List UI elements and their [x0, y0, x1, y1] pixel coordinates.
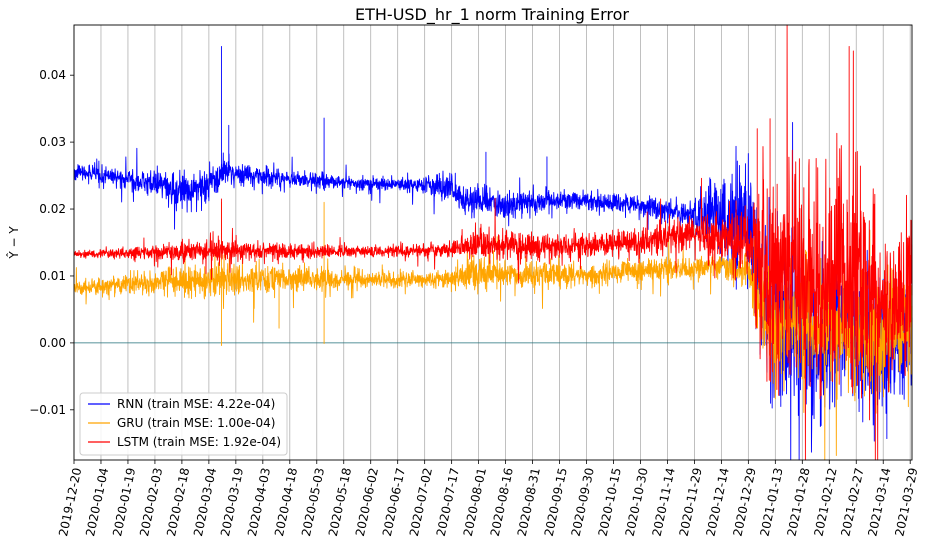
y-tick-label: 0.03	[39, 135, 66, 149]
x-tick-label: 2021-01-13	[757, 466, 785, 537]
y-tick-label: −0.01	[29, 403, 66, 417]
x-tick-label: 2020-01-19	[110, 466, 138, 537]
plot-area	[73, 24, 913, 461]
x-tick-label: 2021-03-29	[892, 466, 920, 537]
x-tick-label: 2020-03-04	[191, 466, 219, 537]
y-tick-label: 0.00	[39, 336, 66, 350]
x-tick-label: 2020-01-04	[83, 466, 111, 537]
chart-title: ETH-USD_hr_1 norm Training Error	[355, 5, 629, 25]
x-tick-label: 2021-02-12	[811, 466, 839, 537]
x-tick-label: 2020-08-01	[461, 466, 489, 537]
x-tick-label: 2020-07-02	[407, 466, 435, 537]
x-tick-label: 2020-12-14	[704, 466, 732, 537]
x-tick-label: 2020-10-30	[623, 466, 651, 537]
y-tick-label: 0.04	[39, 68, 66, 82]
x-tick-label: 2020-02-18	[164, 466, 192, 537]
y-axis-label: Ŷ − Y	[6, 226, 21, 260]
x-tick-label: 2020-06-17	[380, 466, 408, 537]
x-tick-label: 2020-08-16	[488, 466, 516, 537]
x-tick-label: 2020-09-15	[542, 466, 570, 537]
y-tick-label: 0.02	[39, 202, 66, 216]
x-tick-label: 2021-01-28	[784, 466, 812, 537]
y-axis: −0.01 0.00 0.01 0.02 0.03 0.04	[29, 68, 74, 417]
x-tick-label: 2021-02-27	[838, 466, 866, 537]
x-axis: 2019-12-202020-01-042020-01-192020-02-03…	[56, 460, 921, 538]
x-tick-label: 2020-05-18	[326, 466, 354, 537]
x-tick-label: 2020-04-18	[272, 466, 300, 537]
series-group	[73, 24, 913, 461]
x-tick-label: 2020-03-19	[218, 466, 246, 537]
x-tick-label: 2020-11-14	[650, 466, 678, 537]
x-tick-label: 2020-10-15	[596, 466, 624, 537]
x-tick-label: 2020-07-17	[434, 466, 462, 537]
x-tick-label: 2020-11-29	[677, 466, 705, 537]
legend-entry: LSTM (train MSE: 1.92e-04)	[117, 435, 281, 449]
x-tick-label: 2020-08-31	[515, 466, 543, 537]
x-tick-label: 2020-05-03	[299, 466, 327, 537]
legend-entry: GRU (train MSE: 1.00e-04)	[117, 416, 275, 430]
x-tick-label: 2020-09-30	[569, 466, 597, 537]
y-tick-label: 0.01	[39, 269, 66, 283]
legend-box	[79, 392, 288, 456]
x-tick-label: 2020-04-03	[245, 466, 273, 537]
x-tick-label: 2020-06-02	[353, 466, 381, 537]
series-line-lstm	[73, 24, 913, 461]
plot-frame	[73, 24, 913, 461]
x-tick-label: 2021-03-14	[865, 466, 893, 537]
x-tick-label: 2020-12-29	[731, 466, 759, 537]
x-tick-label: 2020-02-03	[137, 466, 165, 537]
legend-entry: RNN (train MSE: 4.22e-04)	[117, 397, 275, 411]
x-tick-label: 2019-12-20	[56, 466, 84, 537]
legend: RNN (train MSE: 4.22e-04) GRU (train MSE:…	[79, 392, 288, 456]
